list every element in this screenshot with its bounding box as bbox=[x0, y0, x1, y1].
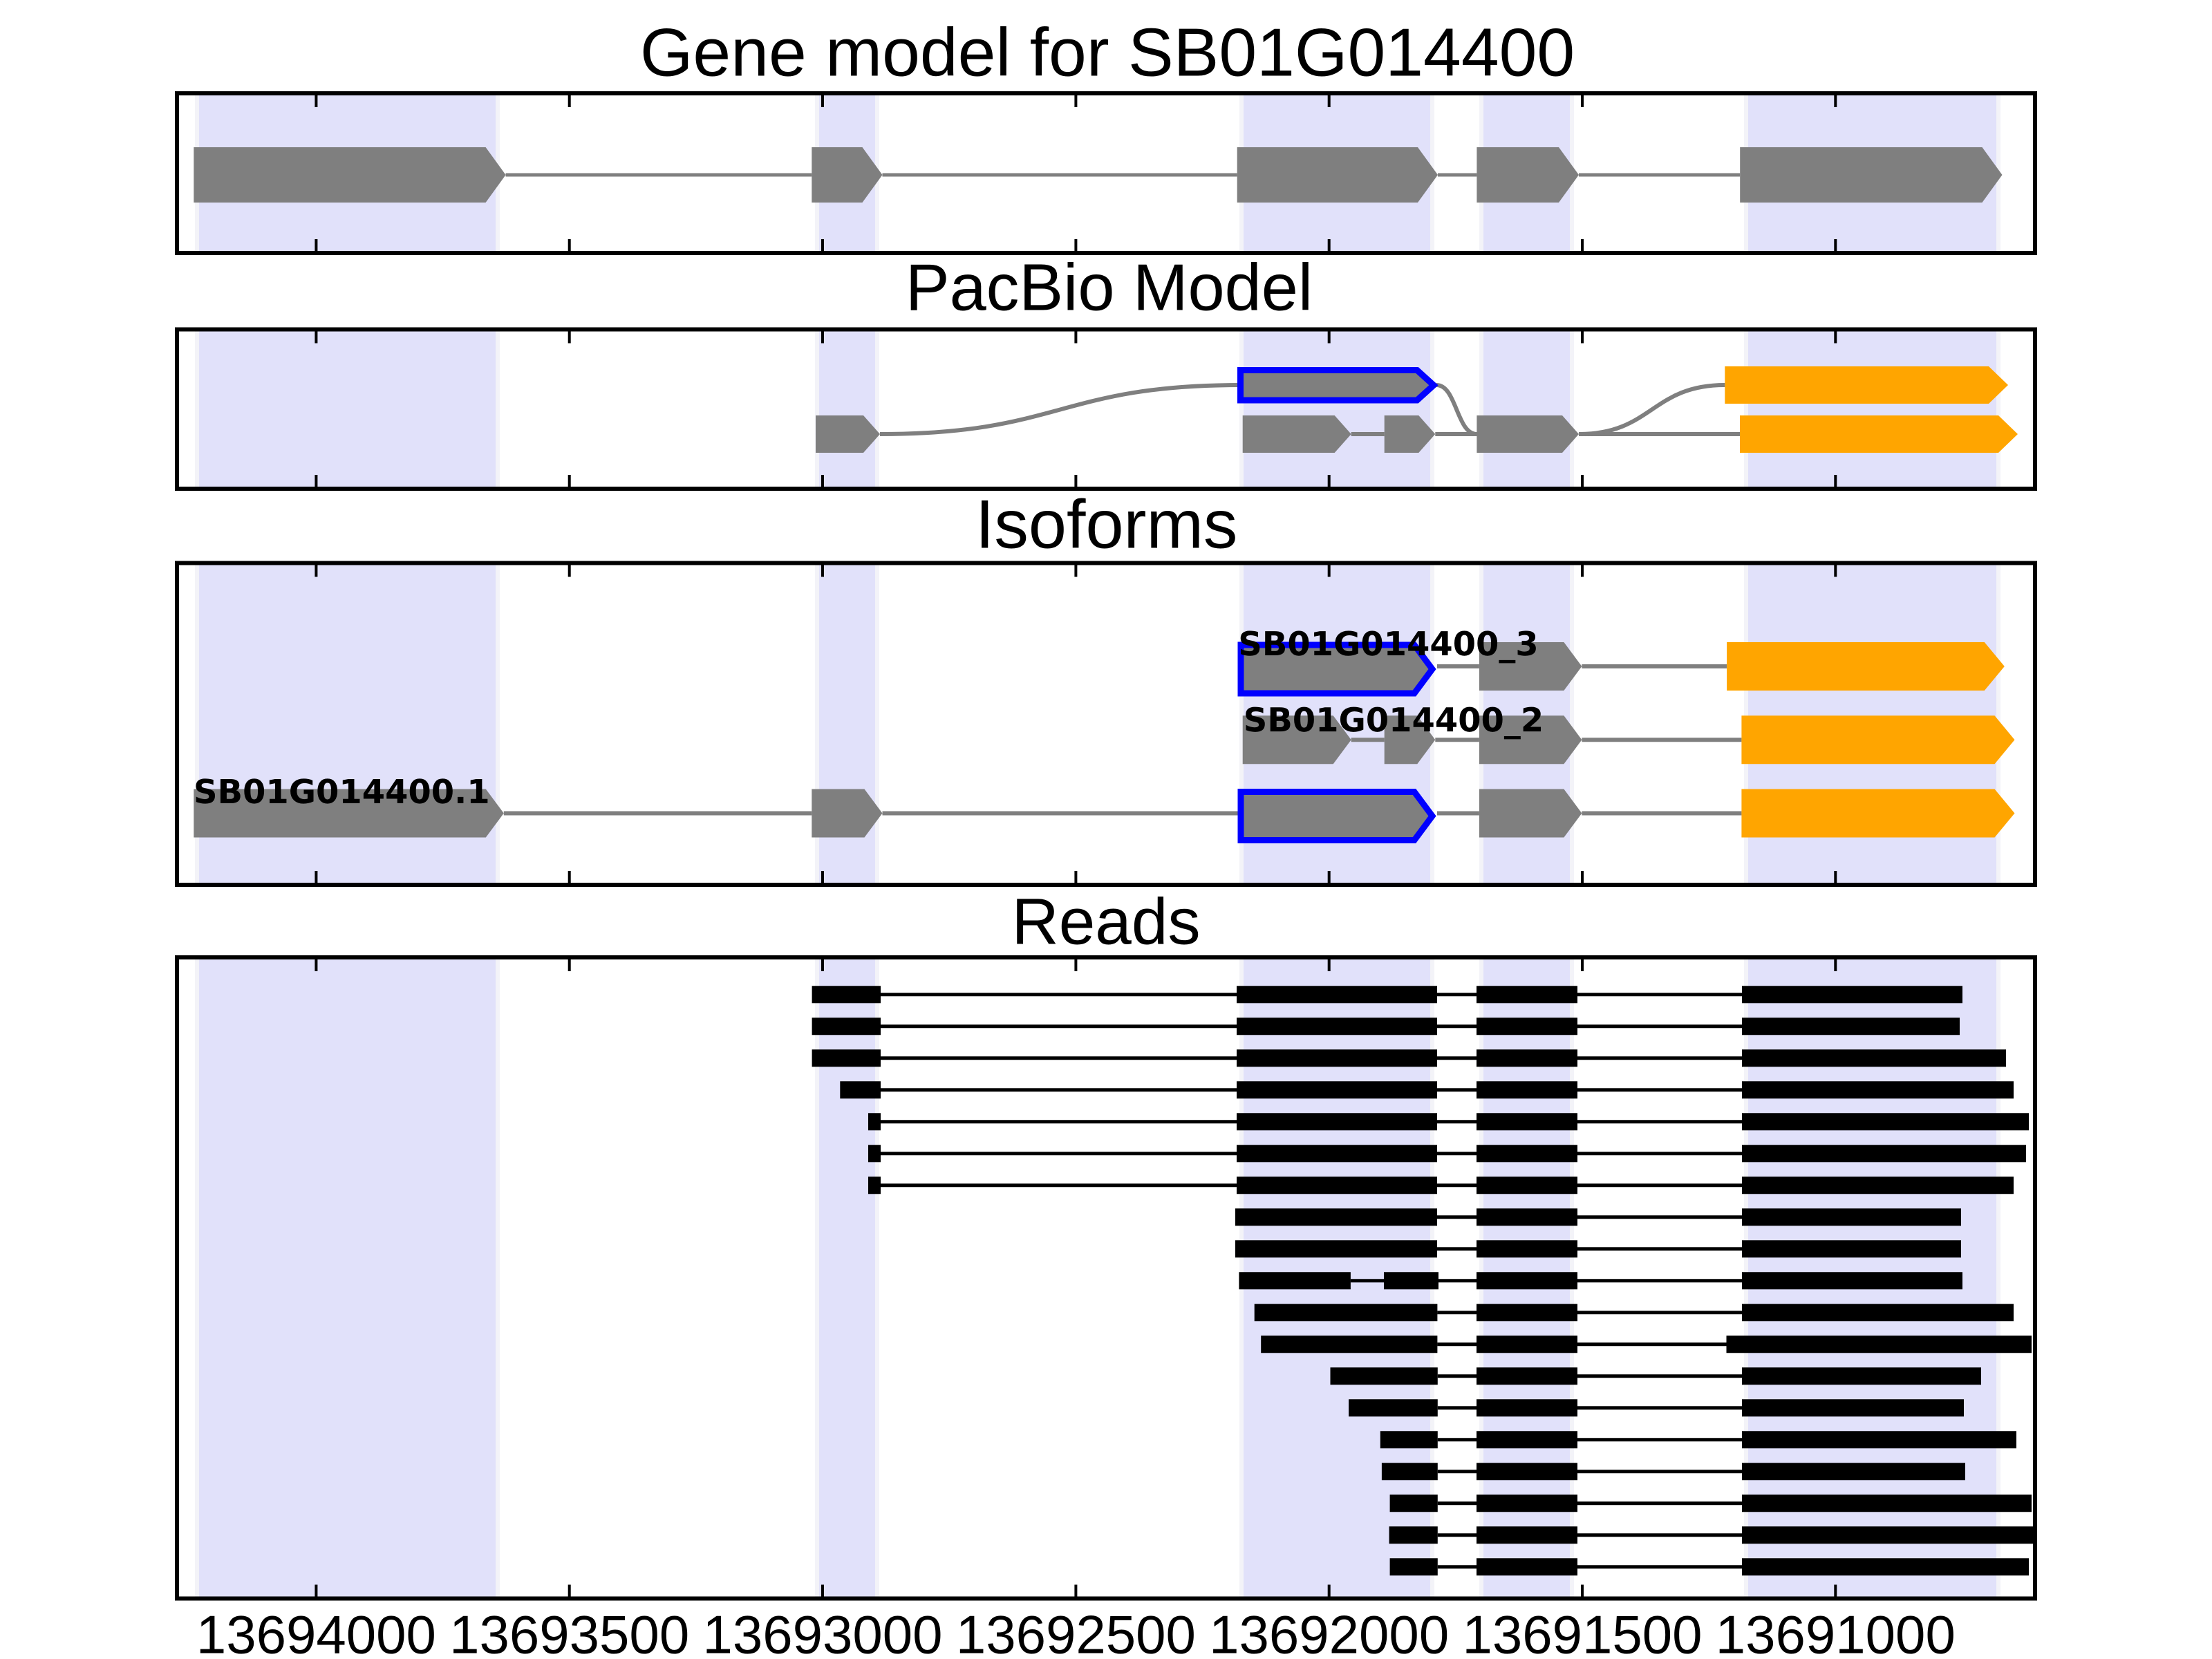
svg-text:Reads: Reads bbox=[1012, 885, 1201, 959]
svg-text:13692000: 13692000 bbox=[1209, 1604, 1449, 1659]
svg-text:Gene model for SB01G014400: Gene model for SB01G014400 bbox=[640, 14, 1575, 90]
svg-text:13691000: 13691000 bbox=[1716, 1604, 1956, 1659]
svg-text:13693000: 13693000 bbox=[702, 1604, 942, 1659]
svg-text:13694000: 13694000 bbox=[196, 1604, 436, 1659]
svg-text:13691500: 13691500 bbox=[1462, 1604, 1702, 1659]
svg-text:PacBio Model: PacBio Model bbox=[906, 252, 1313, 325]
svg-text:13693500: 13693500 bbox=[449, 1604, 689, 1659]
svg-text:13692500: 13692500 bbox=[956, 1604, 1196, 1659]
svg-text:Isoforms: Isoforms bbox=[975, 486, 1238, 563]
